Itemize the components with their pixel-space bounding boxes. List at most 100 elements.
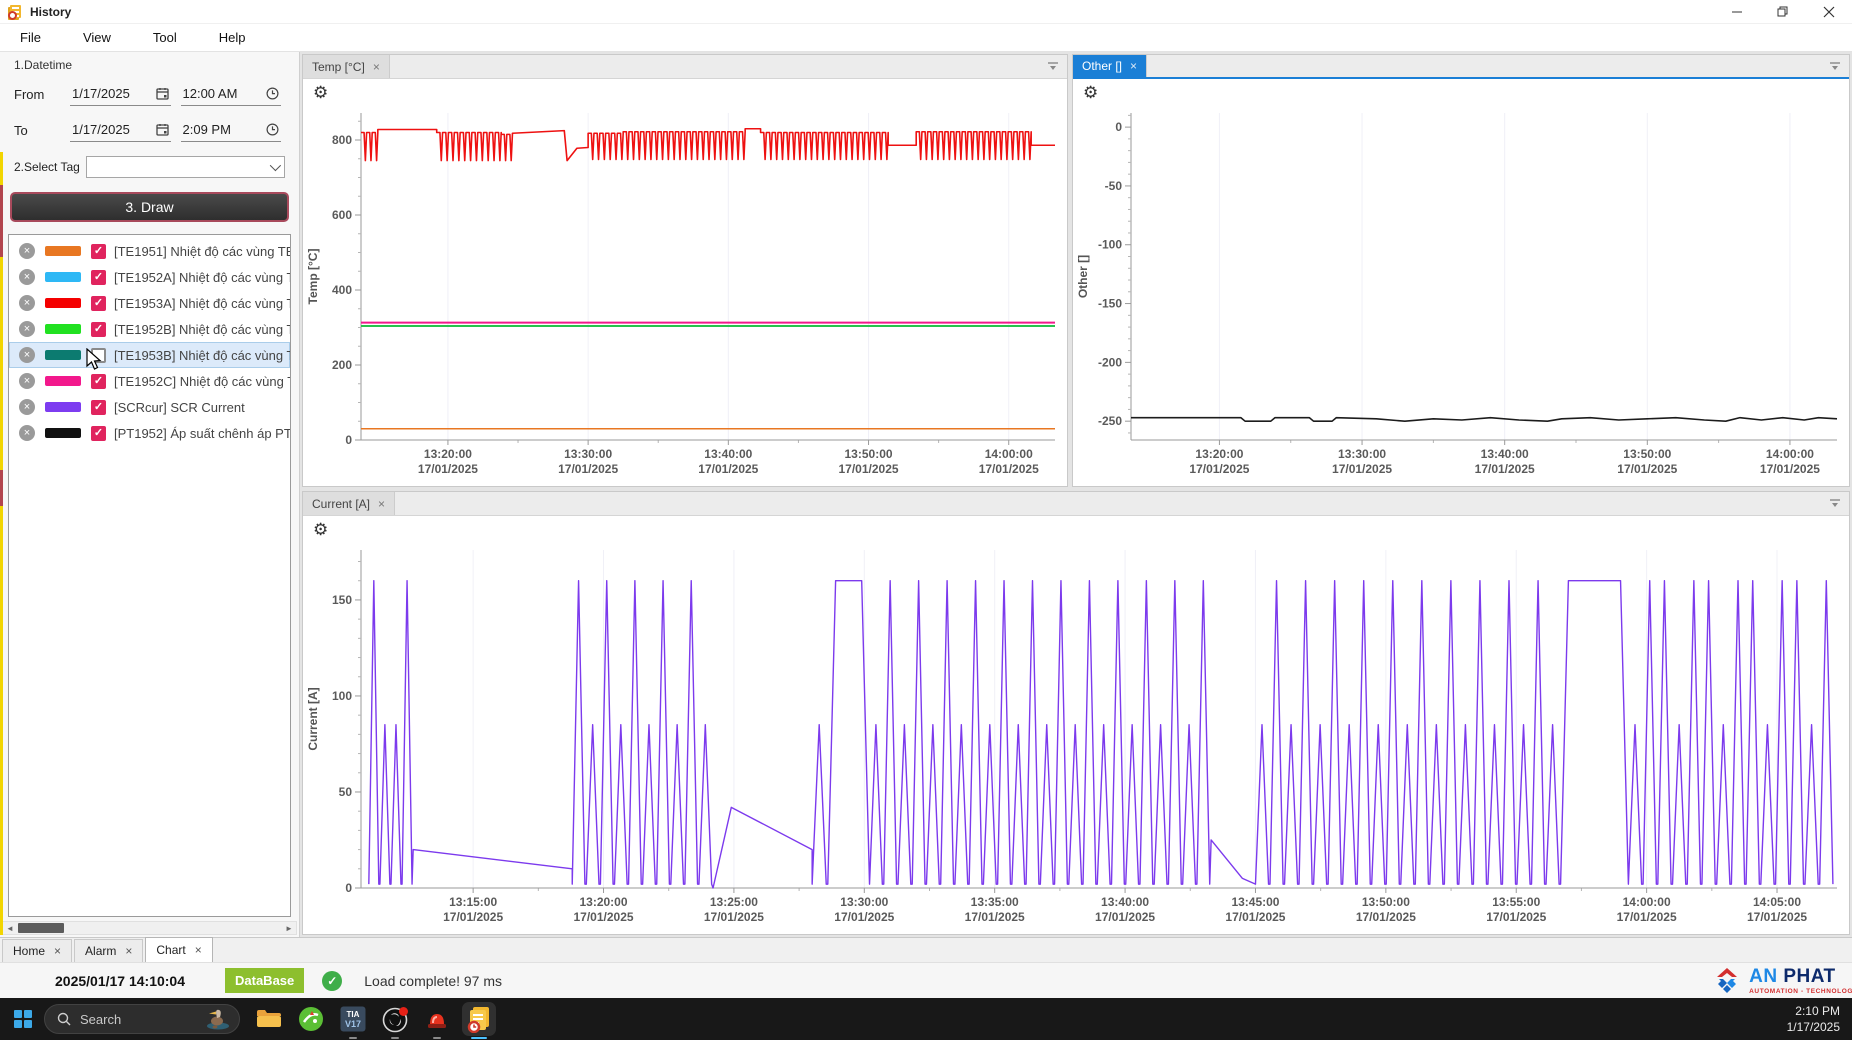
current-chart[interactable]: 13:15:0017/01/202513:20:0017/01/202513:2… — [303, 542, 1849, 934]
calendar-icon[interactable] — [156, 123, 169, 136]
tag-color-swatch[interactable] — [45, 402, 81, 412]
tab-temp[interactable]: Temp [°C] × — [303, 55, 390, 78]
tag-checkbox[interactable]: ✓ — [91, 296, 106, 311]
remove-tag-icon[interactable]: × — [19, 347, 35, 363]
svg-text:17/01/2025: 17/01/2025 — [704, 910, 764, 924]
tag-color-swatch[interactable] — [45, 376, 81, 386]
from-date-field[interactable]: 1/17/2025 — [70, 82, 171, 106]
tag-checkbox[interactable]: ✓ — [91, 270, 106, 285]
svg-text:13:20:00: 13:20:00 — [579, 895, 627, 909]
remove-tag-icon[interactable]: × — [19, 243, 35, 259]
close-icon[interactable]: × — [125, 944, 132, 958]
tag-color-swatch[interactable] — [45, 298, 81, 308]
search-placeholder: Search — [80, 1012, 203, 1027]
tab-current[interactable]: Current [A] × — [303, 492, 395, 515]
panel-other-tabstrip: Other [] × — [1073, 55, 1849, 79]
restore-button[interactable] — [1760, 0, 1806, 24]
tab-chart[interactable]: Chart × — [145, 937, 212, 962]
from-time-value: 12:00 AM — [183, 86, 238, 101]
temp-chart[interactable]: 13:20:0017/01/202513:30:0017/01/202513:4… — [303, 105, 1067, 486]
remove-tag-icon[interactable]: × — [19, 321, 35, 337]
svg-text:50: 50 — [339, 785, 353, 799]
tag-checkbox[interactable]: ✓ — [91, 400, 106, 415]
close-icon[interactable]: × — [54, 944, 61, 958]
tag-row[interactable]: × [TE1953B] Nhiệt độ các vùng TE 1953 — [9, 342, 290, 368]
gear-icon[interactable]: ⚙ — [313, 521, 328, 538]
to-date-field[interactable]: 1/17/2025 — [70, 118, 171, 142]
tag-row[interactable]: ×✓[TE1952C] Nhiệt độ các vùng TE 1952 — [9, 368, 290, 394]
tag-checkbox[interactable]: ✓ — [91, 374, 106, 389]
close-icon[interactable]: × — [378, 497, 385, 511]
menu-tool[interactable]: Tool — [139, 25, 191, 50]
alarm-app-button[interactable] — [422, 1004, 452, 1034]
taskbar-clock[interactable]: 2:10 PM 1/17/2025 — [1787, 1003, 1840, 1035]
svg-text:17/01/2025: 17/01/2025 — [965, 910, 1025, 924]
menu-help[interactable]: Help — [205, 25, 260, 50]
tag-checkbox[interactable]: ✓ — [91, 426, 106, 441]
panel-current-toolbar: ⚙ — [303, 516, 1849, 542]
tia-v17-button[interactable]: TIAV17 — [338, 1004, 368, 1034]
history-app-button[interactable] — [464, 1004, 494, 1034]
calendar-icon[interactable] — [156, 87, 169, 100]
svg-text:13:45:00: 13:45:00 — [1231, 895, 1279, 909]
tag-row[interactable]: ×✓[TE1952A] Nhiệt độ các vùng TE 1952 — [9, 264, 290, 290]
chart-dock: Temp [°C] × ⚙ 13:20:0017/01/202513:30:00… — [300, 52, 1852, 937]
remove-tag-icon[interactable]: × — [19, 373, 35, 389]
pelican-icon — [203, 1007, 233, 1031]
remove-tag-icon[interactable]: × — [19, 269, 35, 285]
gear-icon[interactable]: ⚙ — [1083, 84, 1098, 101]
scroll-right-icon[interactable]: ► — [282, 924, 296, 933]
tab-home-label: Home — [13, 944, 45, 958]
close-button[interactable] — [1806, 0, 1852, 24]
clock-icon[interactable] — [266, 123, 279, 136]
tag-color-swatch[interactable] — [45, 272, 81, 282]
close-icon[interactable]: × — [373, 60, 380, 74]
file-explorer-button[interactable] — [254, 1004, 284, 1034]
tag-color-swatch[interactable] — [45, 246, 81, 256]
status-timestamp: 2025/01/17 14:10:04 — [55, 973, 185, 989]
to-time-field[interactable]: 2:09 PM — [181, 118, 282, 142]
gear-icon[interactable]: ⚙ — [313, 84, 328, 101]
tag-row[interactable]: ×✓[SCRcur] SCR Current — [9, 394, 290, 420]
start-button[interactable] — [14, 1010, 32, 1028]
dock-menu-icon[interactable] — [1047, 61, 1059, 72]
dock-menu-icon[interactable] — [1829, 61, 1841, 72]
menu-file[interactable]: File — [6, 25, 55, 50]
dock-edge-strip — [0, 152, 3, 935]
tag-row[interactable]: ×✓[PT1952] Áp suất chênh áp PT 1952 — [9, 420, 290, 446]
taskbar-search[interactable]: Search — [44, 1004, 240, 1034]
tag-row[interactable]: ×✓[TE1951] Nhiệt độ các vùng TE 1951 — [9, 238, 290, 264]
tag-checkbox[interactable]: ✓ — [91, 322, 106, 337]
tab-other[interactable]: Other [] × — [1073, 55, 1147, 77]
tag-checkbox[interactable]: ✓ — [91, 244, 106, 259]
tag-color-swatch[interactable] — [45, 428, 81, 438]
dock-menu-icon[interactable] — [1829, 498, 1841, 509]
from-time-field[interactable]: 12:00 AM — [181, 82, 282, 106]
remove-tag-icon[interactable]: × — [19, 295, 35, 311]
tag-label: [TE1953B] Nhiệt độ các vùng TE 1953 — [114, 348, 290, 363]
other-chart[interactable]: 13:20:0017/01/202513:30:0017/01/202513:4… — [1073, 105, 1849, 486]
close-icon[interactable]: × — [195, 943, 202, 957]
tag-combobox[interactable] — [86, 156, 285, 178]
tag-row[interactable]: ×✓[TE1953A] Nhiệt độ các vùng TE 1953 — [9, 290, 290, 316]
green-app-button[interactable] — [296, 1004, 326, 1034]
tag-list-hscrollbar[interactable]: ◄ ► — [2, 921, 297, 935]
tab-alarm[interactable]: Alarm × — [74, 939, 143, 962]
clock-icon[interactable] — [266, 87, 279, 100]
obs-button[interactable] — [380, 1004, 410, 1034]
tag-color-swatch[interactable] — [45, 350, 81, 360]
svg-text:13:15:00: 13:15:00 — [449, 895, 497, 909]
close-icon[interactable]: × — [1130, 59, 1137, 73]
remove-tag-icon[interactable]: × — [19, 399, 35, 415]
scrollbar-thumb[interactable] — [18, 923, 64, 933]
remove-tag-icon[interactable]: × — [19, 425, 35, 441]
svg-text:17/01/2025: 17/01/2025 — [1486, 910, 1546, 924]
minimize-button[interactable] — [1714, 0, 1760, 24]
panel-temp: Temp [°C] × ⚙ 13:20:0017/01/202513:30:00… — [302, 54, 1068, 487]
tag-color-swatch[interactable] — [45, 324, 81, 334]
tag-row[interactable]: ×✓[TE1952B] Nhiệt độ các vùng TE 1952 — [9, 316, 290, 342]
scroll-left-icon[interactable]: ◄ — [3, 924, 17, 933]
tab-home[interactable]: Home × — [2, 939, 72, 962]
menu-view[interactable]: View — [69, 25, 125, 50]
draw-button[interactable]: 3. Draw — [10, 192, 289, 222]
